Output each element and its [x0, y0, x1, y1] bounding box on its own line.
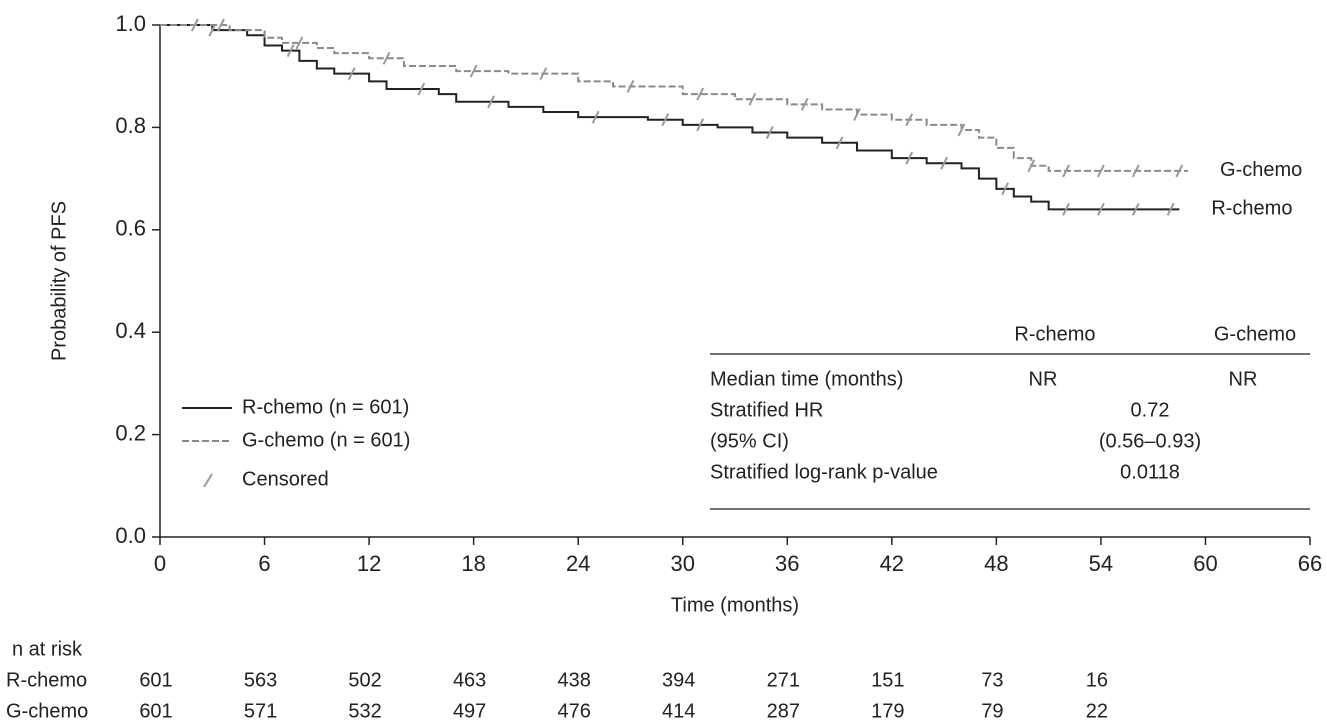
- x-tick-label: 54: [1089, 551, 1113, 576]
- legend-label: R-chemo (n = 601): [242, 396, 409, 418]
- series-end-label: R-chemo: [1211, 198, 1292, 220]
- risk-count: 414: [662, 700, 695, 722]
- censor-mark: [286, 44, 295, 58]
- x-tick-label: 24: [566, 551, 590, 576]
- risk-count: 287: [767, 700, 800, 722]
- stats-header: R-chemo: [1014, 323, 1095, 345]
- censor-mark: [905, 113, 914, 127]
- stats-value: NR: [1229, 368, 1258, 390]
- y-tick-label: 0.0: [115, 523, 146, 548]
- censor-mark: [295, 36, 304, 50]
- risk-count: 22: [1086, 700, 1108, 722]
- censor-mark: [940, 156, 948, 170]
- stats-value: 0.72: [1131, 399, 1170, 421]
- y-tick-label: 0.2: [115, 420, 146, 445]
- stats-value: NR: [1029, 368, 1058, 390]
- x-tick-label: 30: [670, 551, 694, 576]
- censor-mark: [905, 151, 914, 165]
- censor-mark: [1097, 202, 1105, 216]
- censor-mark: [487, 95, 495, 109]
- legend-censor-swatch: [203, 473, 213, 488]
- risk-count: 394: [662, 669, 695, 691]
- risk-table-title: n at risk: [12, 638, 83, 660]
- risk-count: 571: [244, 700, 277, 722]
- x-tick-label: 66: [1298, 551, 1322, 576]
- risk-count: 438: [557, 669, 590, 691]
- risk-row-name: G-chemo: [6, 700, 88, 722]
- risk-row-name: R-chemo: [6, 669, 87, 691]
- km-curve: [160, 24, 1189, 172]
- risk-count: 73: [981, 669, 1003, 691]
- censor-mark: [208, 23, 217, 37]
- censor-mark: [661, 113, 670, 127]
- censor-mark: [626, 79, 635, 93]
- y-tick-label: 0.8: [115, 113, 146, 138]
- censor-mark: [539, 67, 548, 81]
- censor-mark: [1062, 164, 1070, 178]
- risk-count: 79: [981, 700, 1003, 722]
- series-end-label: G-chemo: [1220, 159, 1302, 181]
- censor-mark: [1131, 164, 1140, 178]
- censor-mark: [1175, 164, 1184, 178]
- x-tick-label: 48: [984, 551, 1008, 576]
- stats-row-label: (95% CI): [710, 430, 789, 452]
- censor-mark: [591, 110, 600, 124]
- risk-count: 601: [139, 669, 172, 691]
- stats-value: 0.0118: [1120, 461, 1180, 483]
- censor-mark: [382, 51, 391, 65]
- censor-mark: [1001, 182, 1009, 196]
- risk-count: 497: [453, 700, 486, 722]
- censor-mark: [696, 87, 705, 101]
- censor-mark: [1027, 159, 1036, 173]
- stats-value: (0.56–0.93): [1099, 430, 1201, 452]
- censor-mark: [1062, 202, 1070, 216]
- risk-count: 563: [244, 669, 277, 691]
- risk-count: 502: [348, 669, 381, 691]
- censor-mark: [800, 97, 809, 111]
- censor-mark: [1097, 164, 1105, 178]
- x-tick-label: 36: [775, 551, 799, 576]
- y-tick-label: 0.6: [115, 216, 146, 241]
- x-tick-label: 6: [258, 551, 270, 576]
- censor-mark: [347, 67, 356, 81]
- legend-label: Censored: [242, 468, 329, 490]
- stats-row-label: Stratified log-rank p-value: [710, 461, 938, 483]
- stats-header: G-chemo: [1214, 323, 1296, 345]
- risk-count: 476: [557, 700, 590, 722]
- x-tick-label: 12: [357, 551, 381, 576]
- risk-count: 601: [139, 700, 172, 722]
- censor-mark: [190, 18, 199, 32]
- censor-mark: [1166, 202, 1175, 216]
- risk-count: 463: [453, 669, 486, 691]
- risk-count: 271: [767, 669, 800, 691]
- risk-count: 532: [348, 700, 381, 722]
- x-tick-label: 60: [1193, 551, 1217, 576]
- censor-mark: [835, 136, 844, 150]
- x-axis-label: Time (months): [671, 594, 799, 616]
- censor-mark: [469, 64, 478, 78]
- censor-mark: [748, 92, 757, 106]
- risk-count: 16: [1086, 669, 1108, 691]
- stats-row-label: Median time (months): [710, 368, 903, 390]
- x-tick-label: 42: [880, 551, 904, 576]
- stats-row-label: Stratified HR: [710, 399, 823, 421]
- censor-mark: [696, 118, 705, 132]
- censor-mark: [853, 108, 861, 122]
- risk-count: 179: [871, 700, 904, 722]
- y-axis-label: Probability of PFS: [48, 201, 70, 361]
- y-tick-label: 1.0: [115, 11, 146, 36]
- km-curve: [160, 24, 1180, 211]
- risk-count: 151: [871, 669, 904, 691]
- x-tick-label: 18: [461, 551, 485, 576]
- censor-mark: [765, 126, 774, 139]
- x-tick-label: 0: [154, 551, 166, 576]
- censor-mark: [957, 123, 966, 137]
- censor-mark: [217, 18, 225, 32]
- y-tick-label: 0.4: [115, 318, 146, 343]
- censor-mark: [1131, 202, 1140, 216]
- censor-mark: [417, 82, 426, 96]
- legend-label: G-chemo (n = 601): [242, 429, 410, 451]
